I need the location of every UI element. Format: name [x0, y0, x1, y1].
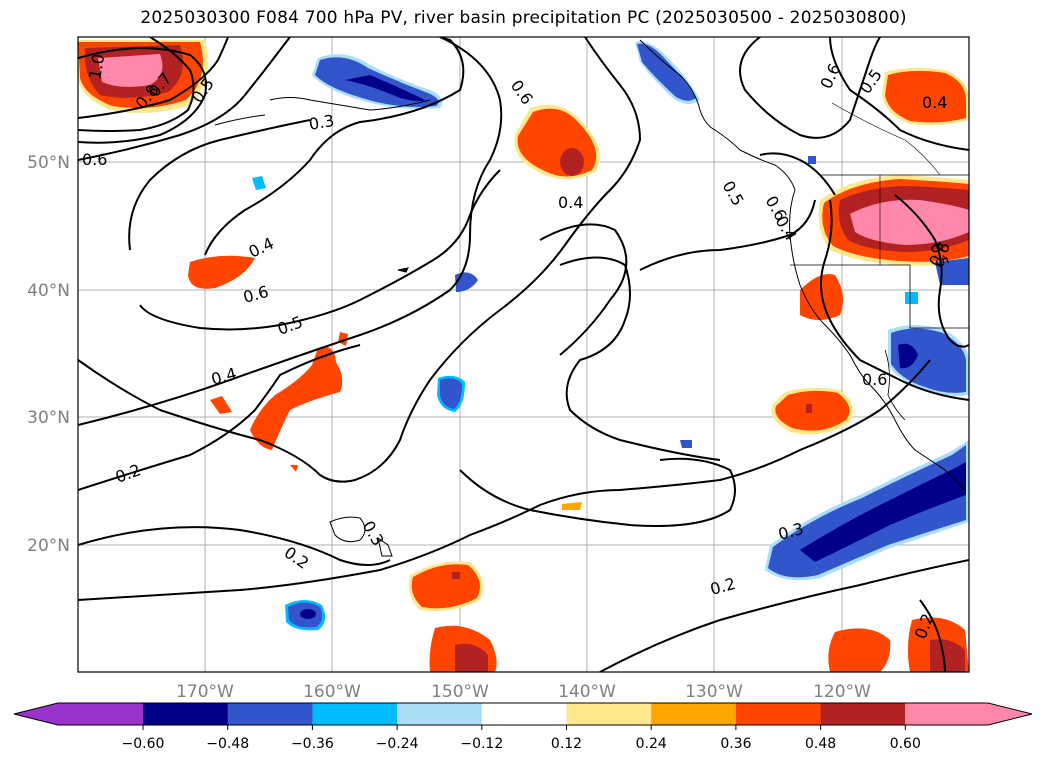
contour-label: 0.6: [507, 76, 537, 108]
contour-label: 0.5: [275, 312, 305, 339]
colorbar-tick-label: −0.60: [122, 736, 165, 752]
lat-label-40n: 40°N: [27, 281, 70, 301]
colorbar-segment: [481, 703, 567, 725]
colorbar-tick-label: −0.48: [206, 736, 249, 752]
colorbar-tick-label: −0.12: [460, 736, 503, 752]
positive-precip-anomalies: [78, 40, 969, 672]
lon-label-120w: 120°W: [813, 682, 871, 702]
colorbar-extend-low: [14, 703, 143, 725]
contour-label: 0.4: [209, 364, 239, 389]
colorbar-segments: [143, 703, 991, 725]
contour-label: 0.2: [708, 574, 738, 599]
coastlines: [214, 39, 969, 557]
colorbar-tick-label: 0.24: [636, 736, 667, 752]
colorbar-segment: [312, 703, 398, 725]
map-frame: [77, 36, 970, 673]
colorbar-tick-label: 0.36: [720, 736, 751, 752]
lat-label-20n: 20°N: [27, 536, 70, 556]
contour-label: 0.6: [862, 370, 887, 389]
contour-label: 0.6: [241, 282, 271, 307]
colorbar-tick-label: 0.48: [805, 736, 836, 752]
colorbar-tick-label: −0.24: [376, 736, 419, 752]
map-plot-area: 1.0 0.7 0.8 0.5 0.6 0.3 0.6 0.4 0.5 0.6 …: [78, 37, 969, 672]
lon-label-140w: 140°W: [558, 682, 616, 702]
lon-label-150w: 150°W: [431, 682, 489, 702]
contour-label: 0.6: [82, 150, 107, 169]
colorbar-outline: [13, 702, 1033, 726]
lon-label-170w: 170°W: [176, 682, 234, 702]
colorbar-tick-label: 0.60: [890, 736, 921, 752]
contour-label: 0.6: [816, 61, 844, 92]
contour-label: 1.0: [85, 52, 108, 80]
colorbar-segment: [820, 703, 906, 725]
contour-label: 0.4: [558, 193, 583, 212]
lon-label-160w: 160°W: [303, 682, 361, 702]
contour-label: 0.5: [856, 66, 886, 98]
contour-label: 0.5: [719, 178, 748, 210]
contour-label: 0.4: [922, 93, 947, 112]
colorbar-tick-label: 0.12: [551, 736, 582, 752]
colorbar: −0.60 −0.48 −0.36 −0.24 −0.12 0.12 0.24 0.36 0.4…: [13, 702, 1033, 752]
colorbar-segment: [566, 703, 652, 725]
colorbar-segment: [227, 703, 313, 725]
contour-label: 0.3: [307, 111, 335, 134]
map-title: 2025030300 F084 700 hPa PV, river basin …: [140, 8, 907, 28]
colorbar-tick-label: −0.36: [291, 736, 334, 752]
negative-precip-anomalies: [252, 41, 969, 631]
longitude-labels: 170°W 160°W 150°W 140°W 130°W 120°W: [176, 682, 871, 702]
latitude-labels: 50°N 40°N 30°N 20°N: [27, 153, 70, 556]
contour-label: 0.2: [113, 460, 143, 487]
colorbar-extend-high: [905, 703, 1032, 725]
colorbar-segment: [397, 703, 483, 725]
lat-label-30n: 30°N: [27, 408, 70, 428]
colorbar-segment: [651, 703, 737, 725]
colorbar-segment: [735, 703, 822, 725]
pv-contours: [78, 37, 969, 672]
colorbar-segment: [143, 703, 229, 725]
colorbar-ticks: −0.60 −0.48 −0.36 −0.24 −0.12 0.12 0.24 0.36 0.4…: [122, 725, 921, 752]
lon-label-130w: 130°W: [685, 682, 743, 702]
lat-label-50n: 50°N: [27, 153, 70, 173]
